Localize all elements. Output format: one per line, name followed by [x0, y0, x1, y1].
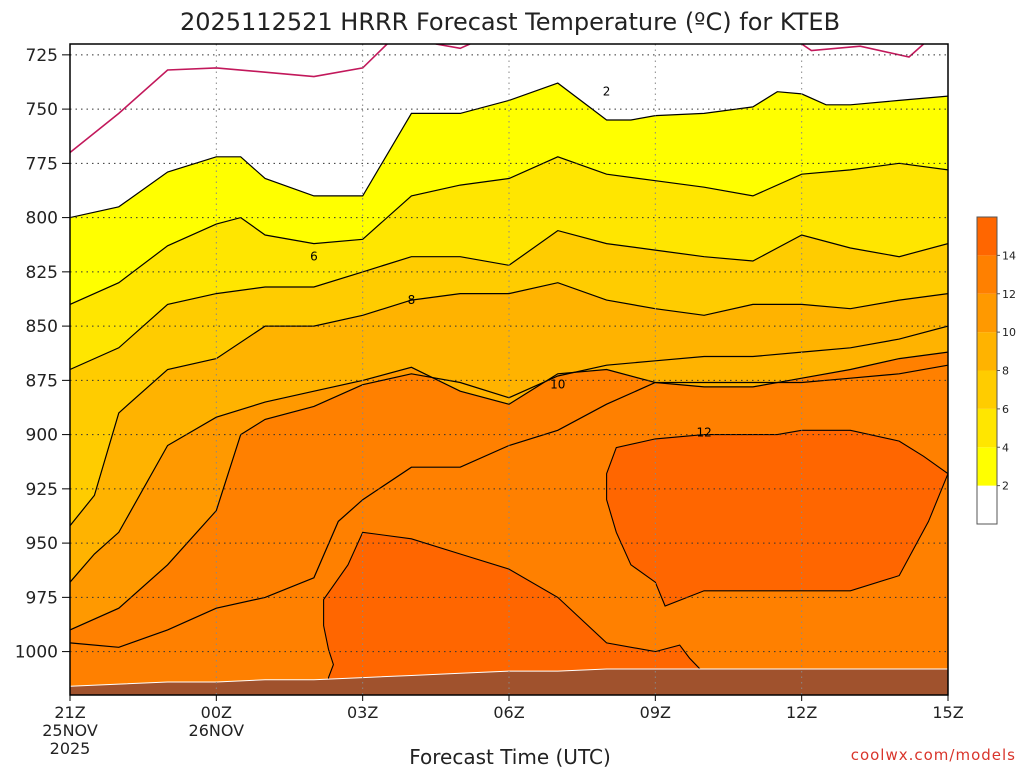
colorbar-label-8: 8 — [1002, 365, 1009, 378]
contour-label-12: 12 — [696, 425, 711, 439]
x-axis-label: Forecast Time (UTC) — [409, 745, 611, 768]
colorbar-legend: 2 4 6 8 10 12 14 — [976, 216, 1016, 525]
contour-line-14-9 — [70, 364, 948, 648]
y-tick-label-1000: 1000 — [15, 643, 58, 663]
contour-label-2: 2 — [603, 85, 611, 99]
colorbar-swatch-4-6 — [977, 408, 997, 448]
band-fill-below-2 — [70, 44, 948, 218]
contour-label-10: 10 — [550, 378, 565, 392]
y-tick-label-800: 800 — [26, 209, 58, 229]
contour-line-0-2 — [801, 44, 925, 58]
y-tick-label-825: 825 — [26, 263, 58, 283]
contour-line-2-3 — [70, 82, 948, 219]
colorbar-label-14: 14 — [1002, 249, 1016, 262]
y-tick-label-950: 950 — [26, 534, 58, 554]
y-tick-label-850: 850 — [26, 317, 58, 337]
contour-line-10-7 — [70, 351, 948, 583]
colorbar-swatch-8-10 — [977, 332, 997, 371]
colorbar-label-2: 2 — [1002, 480, 1009, 493]
colorbar-swatch-14-16 — [977, 217, 997, 256]
y-axis: 725 750 775 800 825 850 875 900 925 950 975 1000 — [15, 46, 70, 663]
y-tick-label-925: 925 — [26, 480, 58, 500]
x-tick-label-18: 15Z — [932, 703, 963, 722]
y-tick-label-975: 975 — [26, 588, 58, 608]
contour-line-8-6 — [70, 282, 948, 527]
colorbar-swatch-2-4 — [977, 447, 997, 486]
x-tick-label-12: 09Z — [640, 703, 671, 722]
x-tick-label-0: 21Z 25NOV 2025 — [42, 703, 98, 758]
x-axis: 21Z 25NOV 2025 00Z 26NOV 03Z 06Z 09Z 12Z 15Z — [42, 695, 964, 758]
contour-line-4-4 — [70, 156, 948, 305]
x-tick-label-6: 03Z — [347, 703, 378, 722]
y-tick-label-875: 875 — [26, 371, 58, 391]
colorbar-swatch-6-8 — [977, 370, 997, 409]
x-tick-label-3: 00Z 26NOV — [189, 703, 245, 740]
contour-line-12-8 — [70, 325, 948, 631]
colorbar-label-10: 10 — [1002, 326, 1016, 339]
colorbar-label-4: 4 — [1002, 441, 1009, 454]
colorbar-label-12: 12 — [1002, 288, 1016, 301]
y-tick-label-900: 900 — [26, 426, 58, 446]
contour-line-0-1 — [435, 44, 471, 50]
x-tick-label-15: 12Z — [786, 703, 817, 722]
contour-label-8: 8 — [408, 293, 416, 307]
y-tick-label-775: 775 — [26, 154, 58, 174]
chart-title: 2025112521 HRRR Forecast Temperature (ºC… — [180, 8, 840, 36]
colorbar-swatch-0-2 — [977, 485, 997, 524]
y-tick-label-750: 750 — [26, 100, 58, 120]
contour-label-6: 6 — [310, 250, 318, 264]
x-tick-label-9: 06Z — [493, 703, 524, 722]
colorbar-label-6: 6 — [1002, 403, 1009, 416]
credit-text[interactable]: coolwx.com/models — [851, 746, 1016, 764]
colorbar-swatch-10-12 — [977, 293, 997, 333]
colorbar-swatch-12-14 — [977, 255, 997, 294]
y-tick-label-725: 725 — [26, 46, 58, 66]
contour-line-0-0 — [70, 44, 388, 154]
